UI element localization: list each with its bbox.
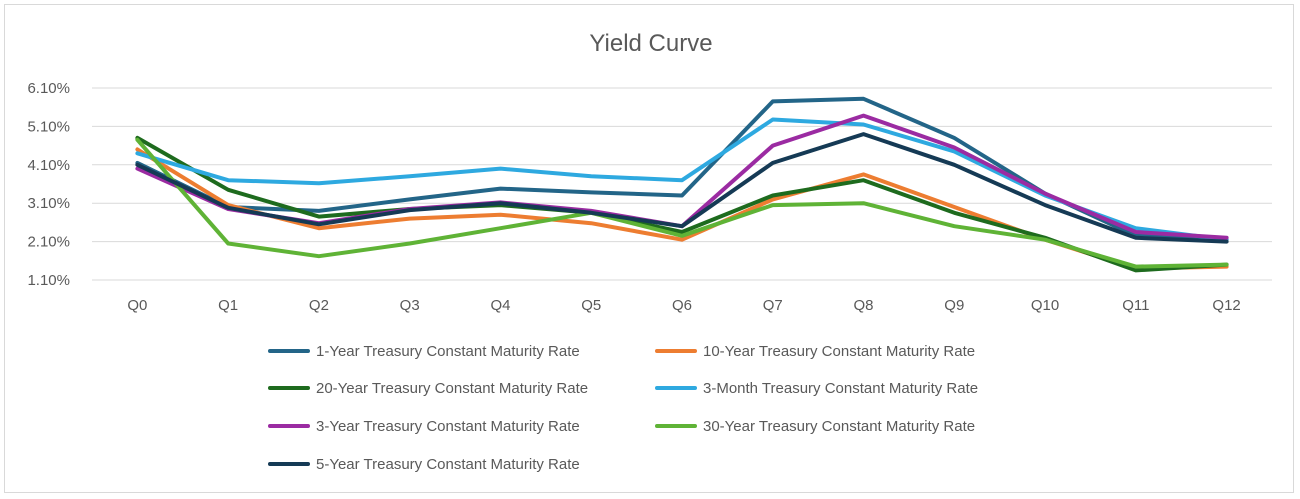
legend-label: 1-Year Treasury Constant Maturity Rate bbox=[316, 343, 580, 360]
series-line bbox=[135, 137, 1229, 269]
x-tick-label: Q4 bbox=[490, 297, 510, 314]
y-tick-label: 6.10% bbox=[27, 80, 70, 97]
legend-label: 5-Year Treasury Constant Maturity Rate bbox=[316, 456, 580, 473]
x-tick-label: Q1 bbox=[218, 297, 238, 314]
series-lines bbox=[135, 96, 1229, 273]
y-tick-label: 1.10% bbox=[27, 272, 70, 289]
x-tick-label: Q8 bbox=[854, 297, 874, 314]
legend-label: 3-Month Treasury Constant Maturity Rate bbox=[703, 380, 978, 397]
x-tick-label: Q6 bbox=[672, 297, 692, 314]
legend-label: 10-Year Treasury Constant Maturity Rate bbox=[703, 343, 975, 360]
y-tick-label: 5.10% bbox=[27, 118, 70, 135]
x-tick-label: Q3 bbox=[400, 297, 420, 314]
x-tick-label: Q5 bbox=[581, 297, 601, 314]
series-line bbox=[135, 132, 1229, 244]
legend: 1-Year Treasury Constant Maturity Rate 10… bbox=[268, 343, 978, 473]
y-tick-label: 2.10% bbox=[27, 234, 70, 251]
y-tick-label: 3.10% bbox=[27, 195, 70, 212]
y-tick-label: 4.10% bbox=[27, 157, 70, 174]
chart-title: Yield Curve bbox=[589, 30, 712, 57]
y-axis-ticks: 1.10% 2.10% 3.10% 4.10% 5.10% 6.10% bbox=[27, 80, 70, 289]
legend-label: 20-Year Treasury Constant Maturity Rate bbox=[316, 380, 588, 397]
x-tick-label: Q7 bbox=[763, 297, 783, 314]
x-tick-label: Q9 bbox=[944, 297, 964, 314]
gridlines bbox=[92, 87, 1272, 281]
legend-label: 30-Year Treasury Constant Maturity Rate bbox=[703, 418, 975, 435]
x-tick-label: Q11 bbox=[1122, 297, 1149, 314]
legend-label: 3-Year Treasury Constant Maturity Rate bbox=[316, 418, 580, 435]
x-tick-label: Q0 bbox=[127, 297, 147, 314]
x-axis-ticks: Q0 Q1 Q2 Q3 Q4 Q5 Q6 Q7 Q8 Q9 Q10 Q11 Q12 bbox=[127, 297, 1240, 314]
x-tick-label: Q10 bbox=[1031, 297, 1059, 314]
x-tick-label: Q12 bbox=[1212, 297, 1240, 314]
x-tick-label: Q2 bbox=[309, 297, 329, 314]
